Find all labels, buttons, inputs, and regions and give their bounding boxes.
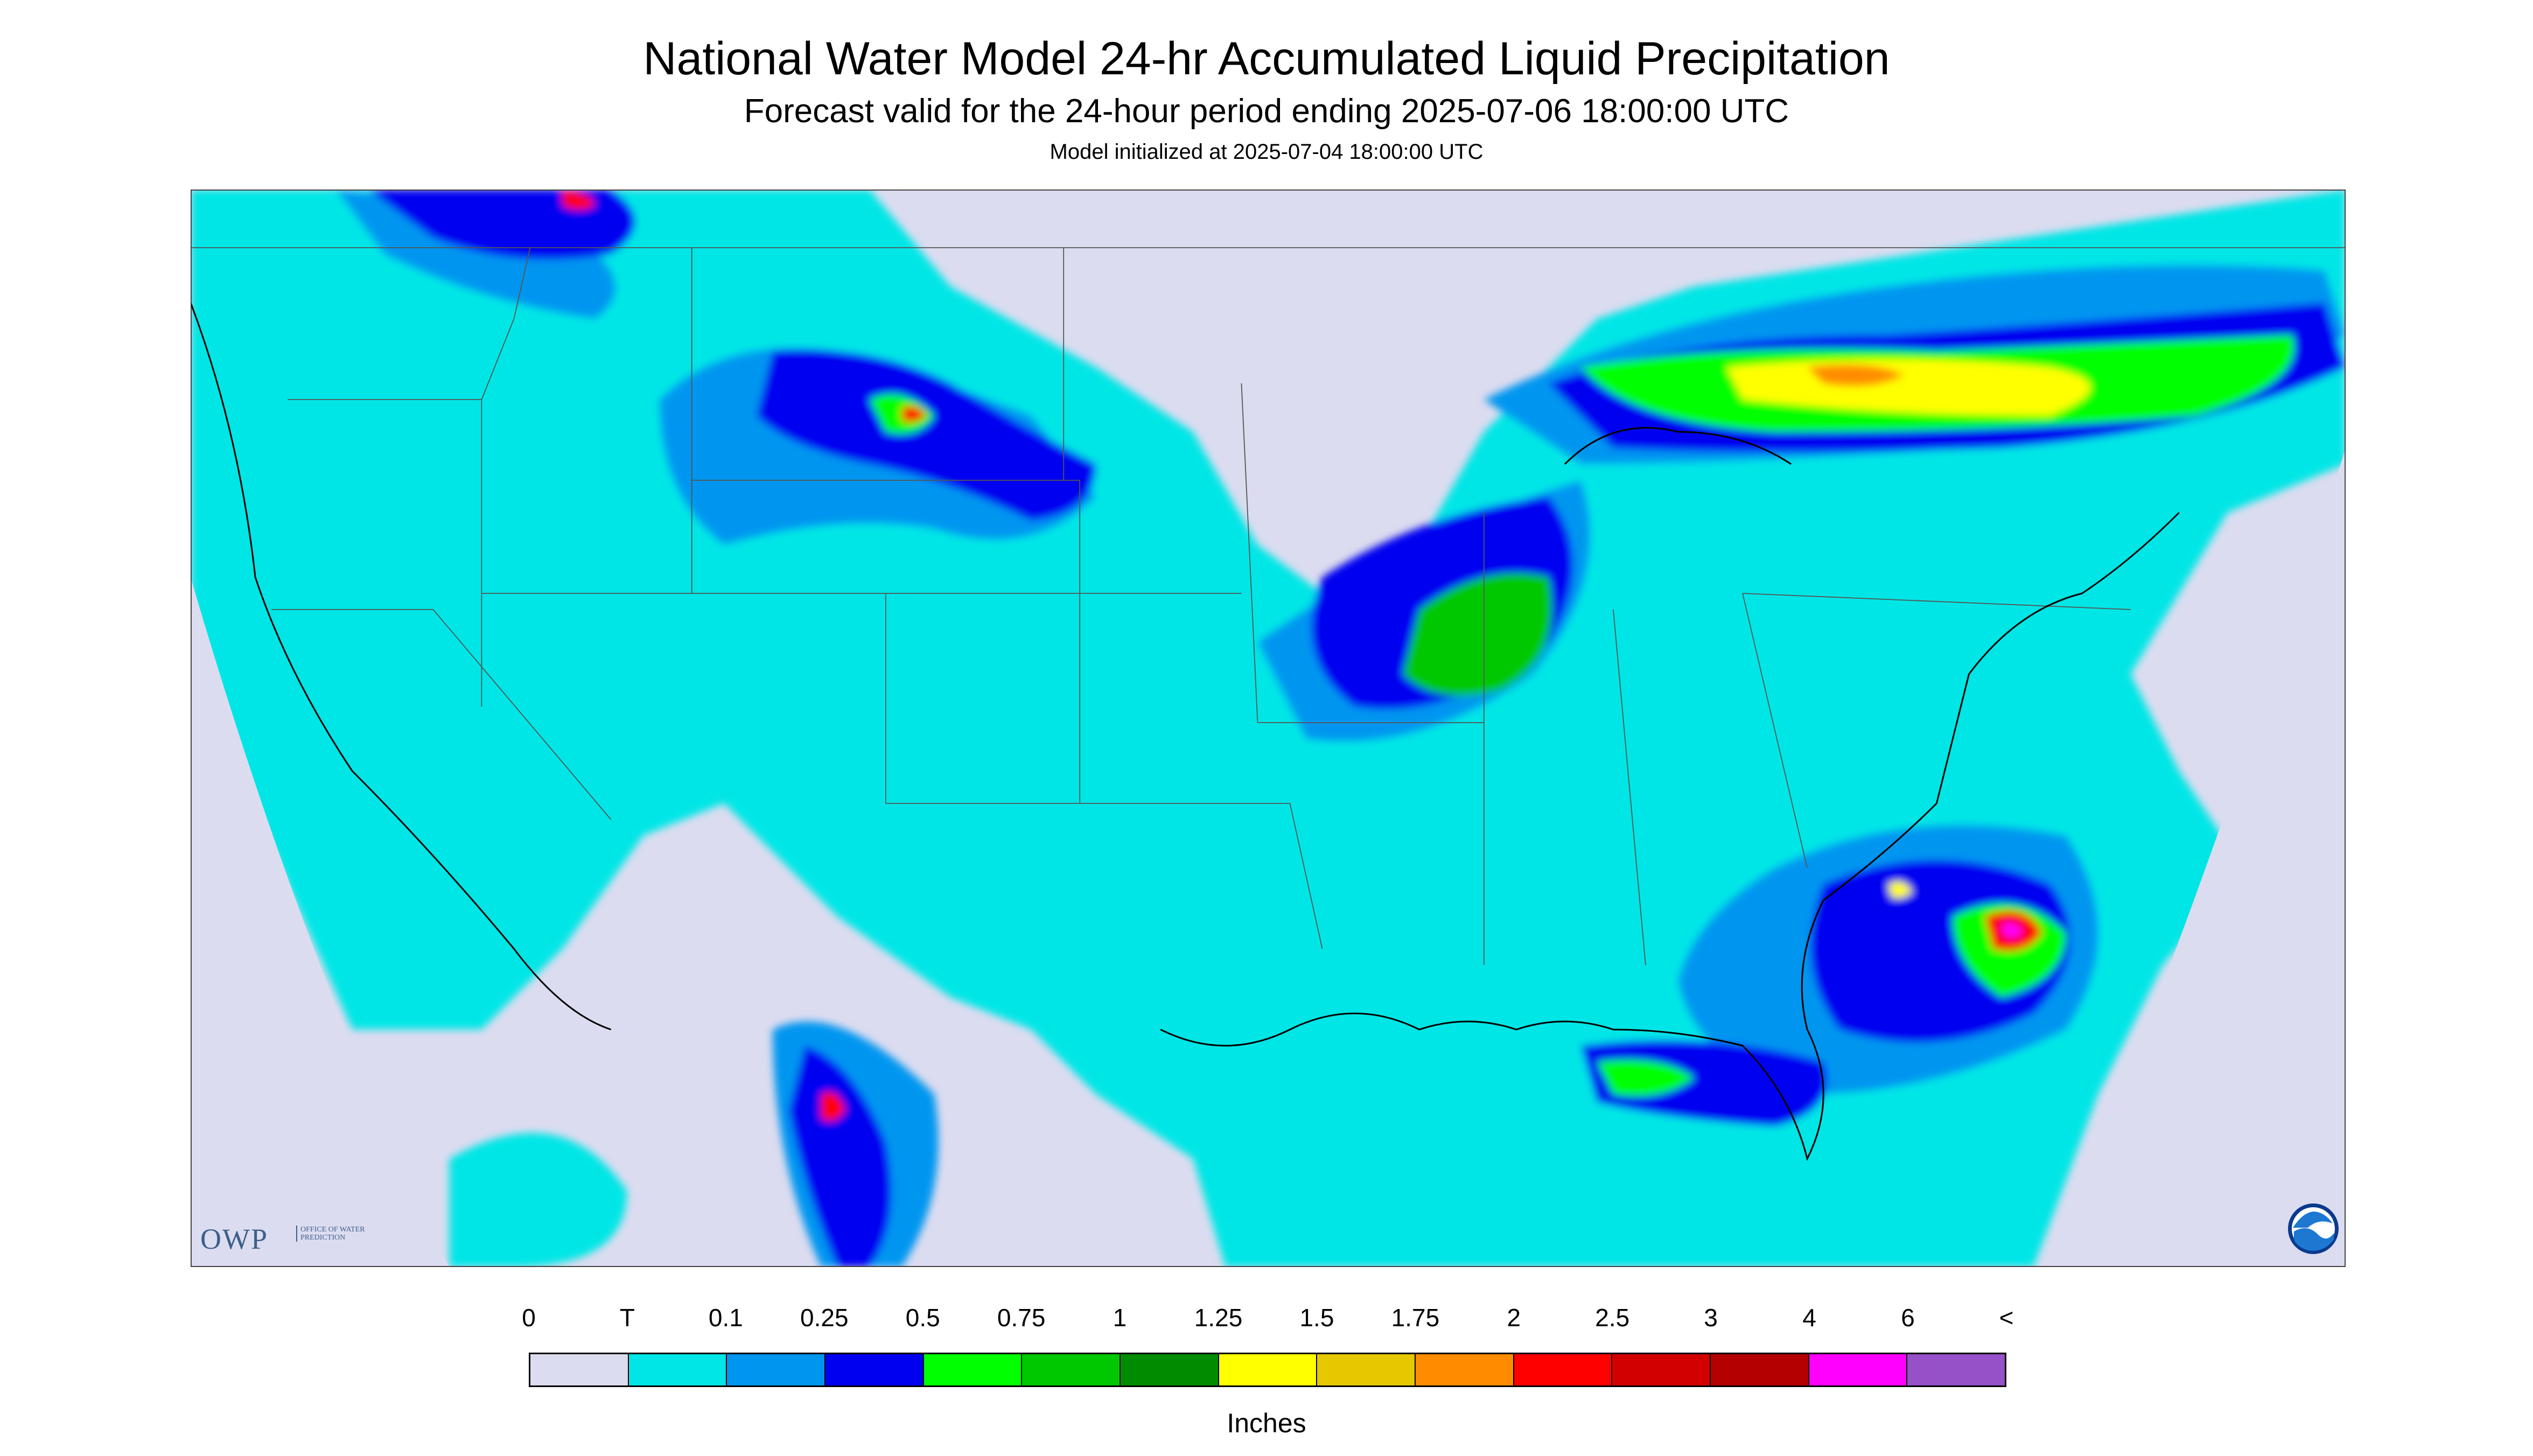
legend-swatch <box>1219 1354 1318 1385</box>
map-subtitle: Forecast valid for the 24-hour period en… <box>744 93 1789 130</box>
legend-swatch <box>1121 1354 1219 1385</box>
owp-logo: OWP OFFICE OF WATER PREDICTION <box>200 1222 365 1256</box>
legend-swatch <box>825 1354 924 1385</box>
noaa-logo <box>2288 1203 2339 1254</box>
legend-tick-label: 0.1 <box>708 1304 743 1332</box>
legend-units: Inches <box>1227 1408 1306 1438</box>
map-title: National Water Model 24-hr Accumulated L… <box>643 33 1890 85</box>
legend-swatch <box>1022 1354 1121 1385</box>
legend-tick-label: 4 <box>1802 1304 1816 1332</box>
precip-field <box>191 190 2346 1267</box>
owp-logo-subtext: OFFICE OF WATER PREDICTION <box>296 1226 365 1242</box>
legend-swatch <box>1416 1354 1514 1385</box>
legend-swatch <box>1317 1354 1416 1385</box>
legend-swatch <box>923 1354 1023 1385</box>
legend-tick-label: 0.25 <box>800 1304 849 1332</box>
legend-swatch <box>1907 1354 2005 1385</box>
legend-labels: 0 T 0.1 0.25 0.5 0.75 1 1.25 1.5 1.75 2 2.5 3 4 6 < <box>0 1305 2533 1338</box>
legend-tick-label: 1.75 <box>1391 1304 1440 1332</box>
legend-tick-label: < <box>1999 1304 2014 1332</box>
legend-swatch <box>1514 1354 1613 1385</box>
coastlines <box>191 302 2180 1161</box>
legend-tick-label: 2.5 <box>1595 1304 1630 1332</box>
legend-tick-label: 3 <box>1704 1304 1718 1332</box>
owp-logo-text: OWP <box>200 1223 268 1255</box>
legend-tick-label: 1.5 <box>1299 1304 1334 1332</box>
legend-swatch <box>1711 1354 1809 1385</box>
legend-tick-label: 6 <box>1901 1304 1915 1332</box>
legend-tick-label: 2 <box>1507 1304 1521 1332</box>
precipitation-map <box>191 190 2346 1267</box>
legend-swatch <box>727 1354 826 1385</box>
legend-tick-label: 0.5 <box>905 1304 940 1332</box>
legend-swatch <box>530 1354 629 1385</box>
model-init-time: Model initialized at 2025-07-04 18:00:00… <box>1049 140 1484 164</box>
legend-swatch <box>1612 1354 1711 1385</box>
legend-colorbar <box>529 1353 2006 1387</box>
legend-tick-label: 1.25 <box>1194 1304 1243 1332</box>
legend-tick-label: 1 <box>1112 1304 1127 1332</box>
legend-tick-label: 0 <box>522 1304 536 1332</box>
legend-swatch <box>1809 1354 1908 1385</box>
legend-tick-label: 0.75 <box>997 1304 1046 1332</box>
state-boundaries <box>191 247 2346 965</box>
legend-tick-label: T <box>619 1304 635 1332</box>
legend-swatch <box>628 1354 727 1385</box>
